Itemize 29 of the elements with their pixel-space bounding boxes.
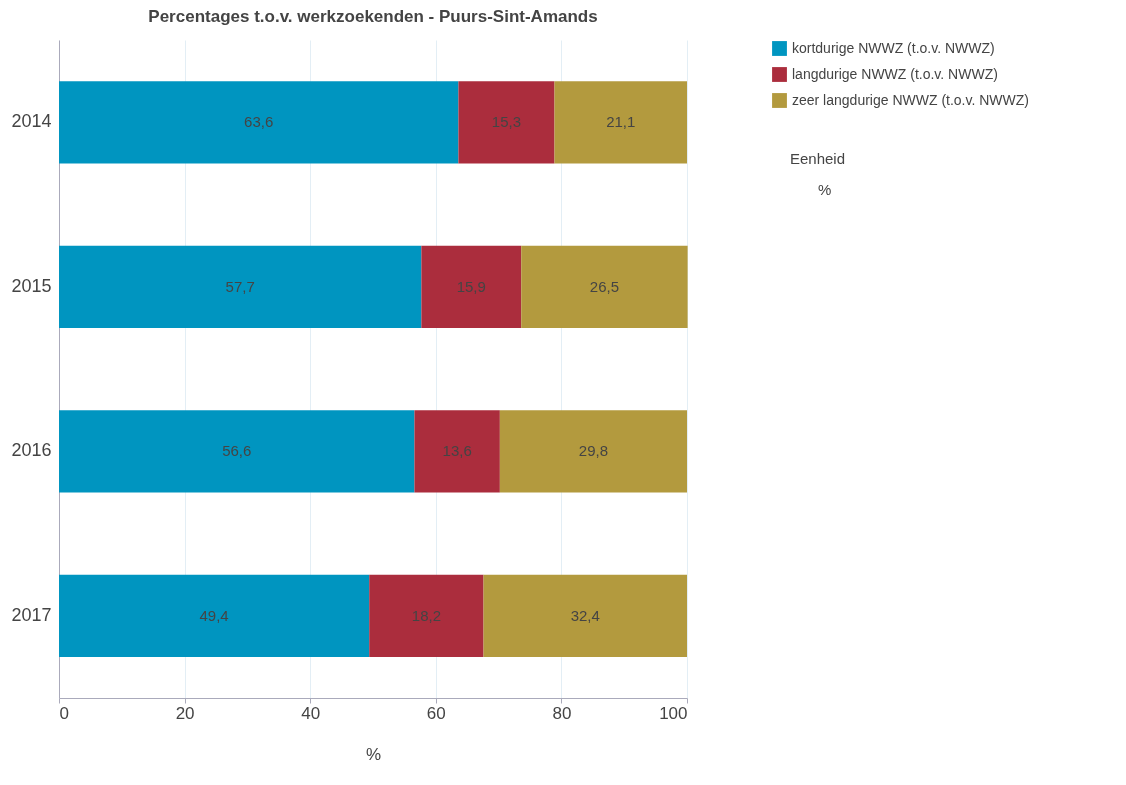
x-tick-label: 80: [552, 703, 572, 723]
data-label: 29,8: [578, 442, 609, 460]
data-label: 63,6: [244, 113, 274, 131]
x-tick-label: 40: [301, 703, 321, 723]
data-label: 56,6: [222, 442, 252, 460]
data-label: 18,2: [411, 606, 441, 624]
legend-label: zeer langdurige NWWZ (t.o.v. NWWZ): [792, 91, 1029, 108]
y-tick-label: 2015: [11, 275, 52, 296]
x-tick-label: 20: [175, 703, 195, 723]
data-label: 26,5: [589, 277, 620, 295]
data-label: 15,3: [491, 113, 522, 131]
legend-label: langdurige NWWZ (t.o.v. NWWZ): [792, 65, 998, 82]
y-tick-label: 2014: [11, 111, 52, 132]
y-tick-label: 2016: [11, 440, 52, 461]
data-label: 13,6: [442, 442, 472, 460]
x-tick-label: 100: [659, 703, 688, 723]
data-label: 32,4: [570, 606, 600, 624]
x-axis-title: %: [365, 744, 382, 764]
y-tick-label: 2017: [11, 604, 52, 625]
legend-label: kortdurige NWWZ (t.o.v. NWWZ): [792, 39, 995, 56]
data-label: 21,1: [606, 113, 636, 131]
x-tick-label: 0: [59, 703, 69, 723]
chart-title: Percentages t.o.v. werkzoekenden - Puurs-Sint-Amands: [148, 7, 598, 26]
data-label: 57,7: [225, 277, 255, 295]
text: %: [817, 181, 833, 198]
data-label: 15,9: [456, 277, 486, 295]
data-label: 49,4: [199, 606, 229, 624]
text: Eenheid: [790, 150, 846, 167]
x-tick-label: 60: [426, 703, 446, 723]
